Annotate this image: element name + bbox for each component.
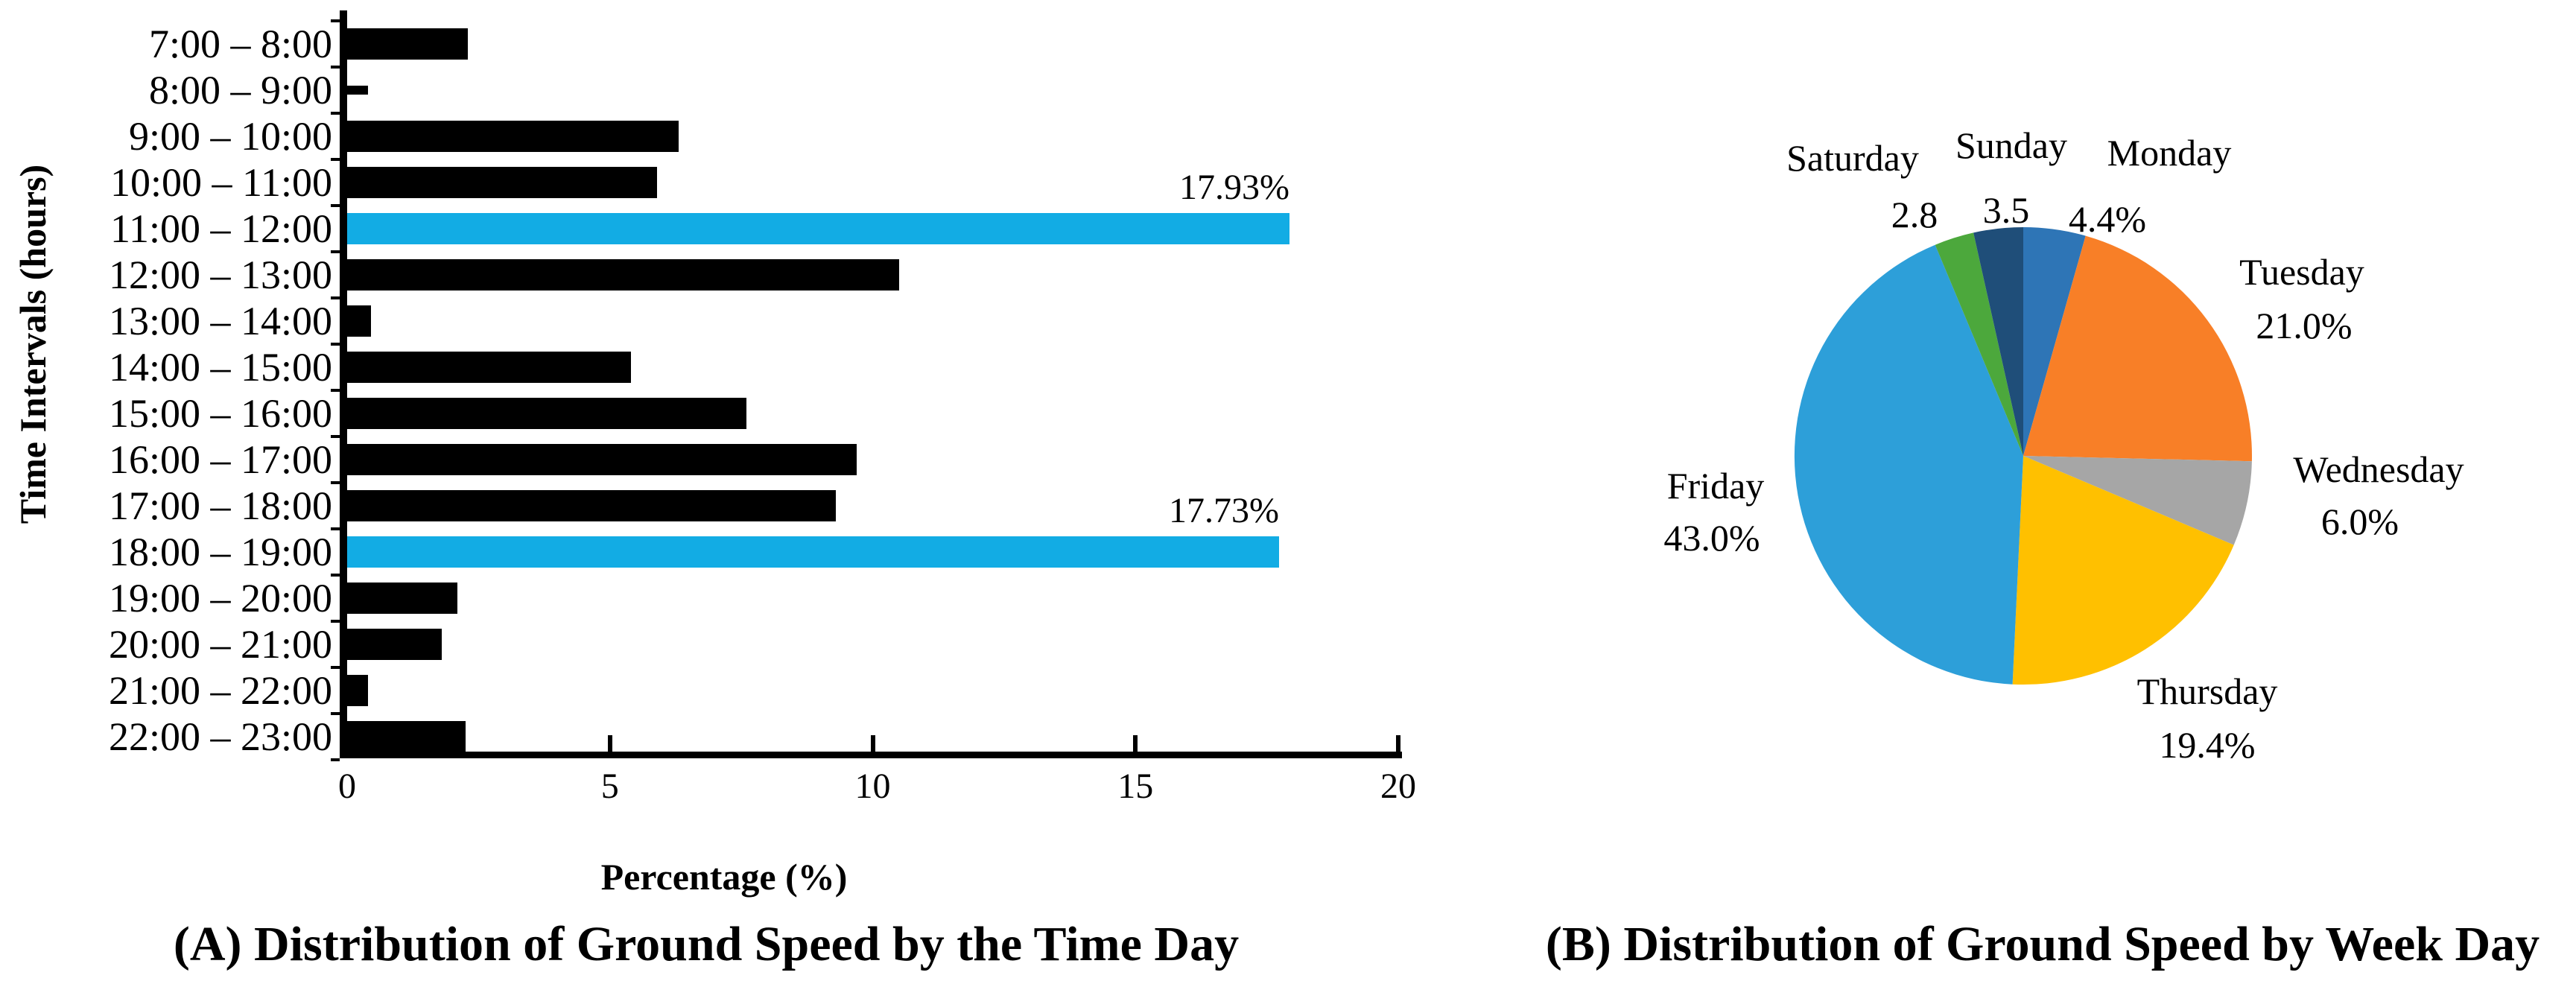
bar-y-axis-title: Time Intervals (hours)	[12, 164, 54, 524]
y-tick-mark	[331, 712, 340, 715]
bar-category-label: 22:00 – 23:00	[108, 714, 332, 759]
pie-slice-sunday	[1973, 227, 2023, 456]
y-tick-mark	[331, 343, 340, 346]
y-tick-mark	[331, 66, 340, 69]
pie-chart: Monday 4.4% Tuesday 21.0% Wednesday 6.0% Thurs…	[1663, 124, 2464, 766]
y-tick-mark	[331, 574, 340, 577]
y-tick-mark	[331, 112, 340, 115]
y-tick-mark	[331, 435, 340, 438]
pie-slice-saturday	[1935, 232, 2023, 456]
bar-category-label: 13:00 – 14:00	[108, 299, 332, 343]
bar-category-label: 20:00 – 21:00	[108, 622, 332, 667]
bar-category-label: 12:00 – 13:00	[108, 253, 332, 297]
pie-slice-name-label: Sunday	[1955, 124, 2067, 166]
x-tick-label: 0	[338, 766, 356, 806]
x-tick-label: 10	[854, 766, 891, 806]
pie-slice-value-label: 3.5	[1983, 189, 2030, 231]
bar-category-label: 11:00 – 12:00	[110, 206, 332, 251]
bar-2	[347, 121, 679, 152]
bar-category-label: 17:00 – 18:00	[108, 483, 332, 528]
bar-category-label: 19:00 – 20:00	[108, 576, 332, 620]
bar-5	[347, 259, 899, 291]
y-tick-mark	[331, 666, 340, 669]
pie-slice-value-label: 6.0%	[2321, 501, 2399, 542]
bar-category-label: 16:00 – 17:00	[108, 437, 332, 482]
pie-slice-value-label: 4.4%	[2069, 198, 2146, 240]
pie-slice-wednesday	[2023, 456, 2252, 545]
pie-slice-name-label: Saturday	[1786, 137, 1919, 179]
bar-x-axis-line	[340, 752, 1402, 758]
x-tick-label: 5	[600, 766, 619, 806]
bar-4	[347, 213, 1289, 244]
bar-9	[347, 444, 857, 475]
bar-13	[347, 629, 442, 660]
bar-7	[347, 352, 631, 383]
bar-category-label: 21:00 – 22:00	[108, 668, 332, 713]
bar-x-axis-title: Percentage (%)	[600, 856, 848, 898]
bar-6	[347, 305, 371, 337]
pie-slice-name-label: Thursday	[2137, 670, 2278, 712]
bar-10	[347, 490, 837, 521]
y-tick-mark	[331, 620, 340, 623]
bar-11	[347, 536, 1279, 568]
pie-slice-value-label: 2.8	[1891, 194, 1938, 235]
pie-slice-name-label: Wednesday	[2293, 448, 2464, 490]
bar-15	[347, 721, 466, 752]
y-tick-mark	[331, 527, 340, 530]
x-tick-mark	[607, 735, 612, 752]
y-tick-mark	[331, 250, 340, 253]
x-tick-label: 20	[1380, 766, 1416, 806]
panel-b-caption: (B) Distribution of Ground Speed by Week…	[1545, 917, 2540, 971]
pie-slice-name-label: Friday	[1667, 465, 1765, 507]
y-tick-mark	[331, 19, 340, 22]
x-tick-mark	[1133, 735, 1138, 752]
bar-3	[347, 167, 658, 198]
bar-y-axis-line	[340, 10, 347, 758]
y-tick-mark	[331, 758, 340, 761]
y-tick-mark	[331, 296, 340, 299]
bar-value-label: 17.73%	[1169, 491, 1279, 530]
y-tick-mark	[331, 158, 340, 161]
bar-1	[347, 86, 369, 95]
x-tick-label: 15	[1117, 766, 1154, 806]
y-tick-mark	[331, 389, 340, 392]
x-tick-mark	[1396, 735, 1400, 752]
pie-slice-thursday	[2012, 456, 2234, 685]
pie-slice-value-label: 43.0%	[1663, 517, 1760, 559]
y-tick-mark	[331, 204, 340, 207]
bar-category-label: 14:00 – 15:00	[108, 345, 332, 390]
pie-slice-name-label: Monday	[2107, 132, 2232, 174]
bar-value-label: 17.93%	[1179, 168, 1289, 207]
bar-0	[347, 28, 469, 60]
pie-slice-name-label: Tuesday	[2239, 251, 2364, 293]
pie-slice-tuesday	[2023, 235, 2252, 462]
bar-category-label: 15:00 – 16:00	[108, 391, 332, 436]
y-tick-mark	[331, 481, 340, 484]
bar-8	[347, 398, 747, 429]
bar-category-label: 18:00 – 19:00	[108, 530, 332, 574]
panel-a-caption: (A) Distribution of Ground Speed by the …	[173, 917, 1240, 971]
pie-slice-value-label: 21.0%	[2256, 305, 2352, 346]
bar-12	[347, 583, 458, 614]
pie-slice-value-label: 19.4%	[2159, 724, 2255, 766]
bar-category-label: 8:00 – 9:00	[148, 68, 332, 112]
x-tick-mark	[870, 735, 875, 752]
bar-category-label: 9:00 – 10:00	[128, 114, 332, 159]
bar-category-label: 7:00 – 8:00	[148, 22, 332, 66]
pie-slice-monday	[2023, 227, 2086, 456]
pie-slice-friday	[1794, 244, 2023, 685]
bar-category-label: 10:00 – 11:00	[110, 160, 332, 205]
bar-14	[347, 675, 369, 706]
